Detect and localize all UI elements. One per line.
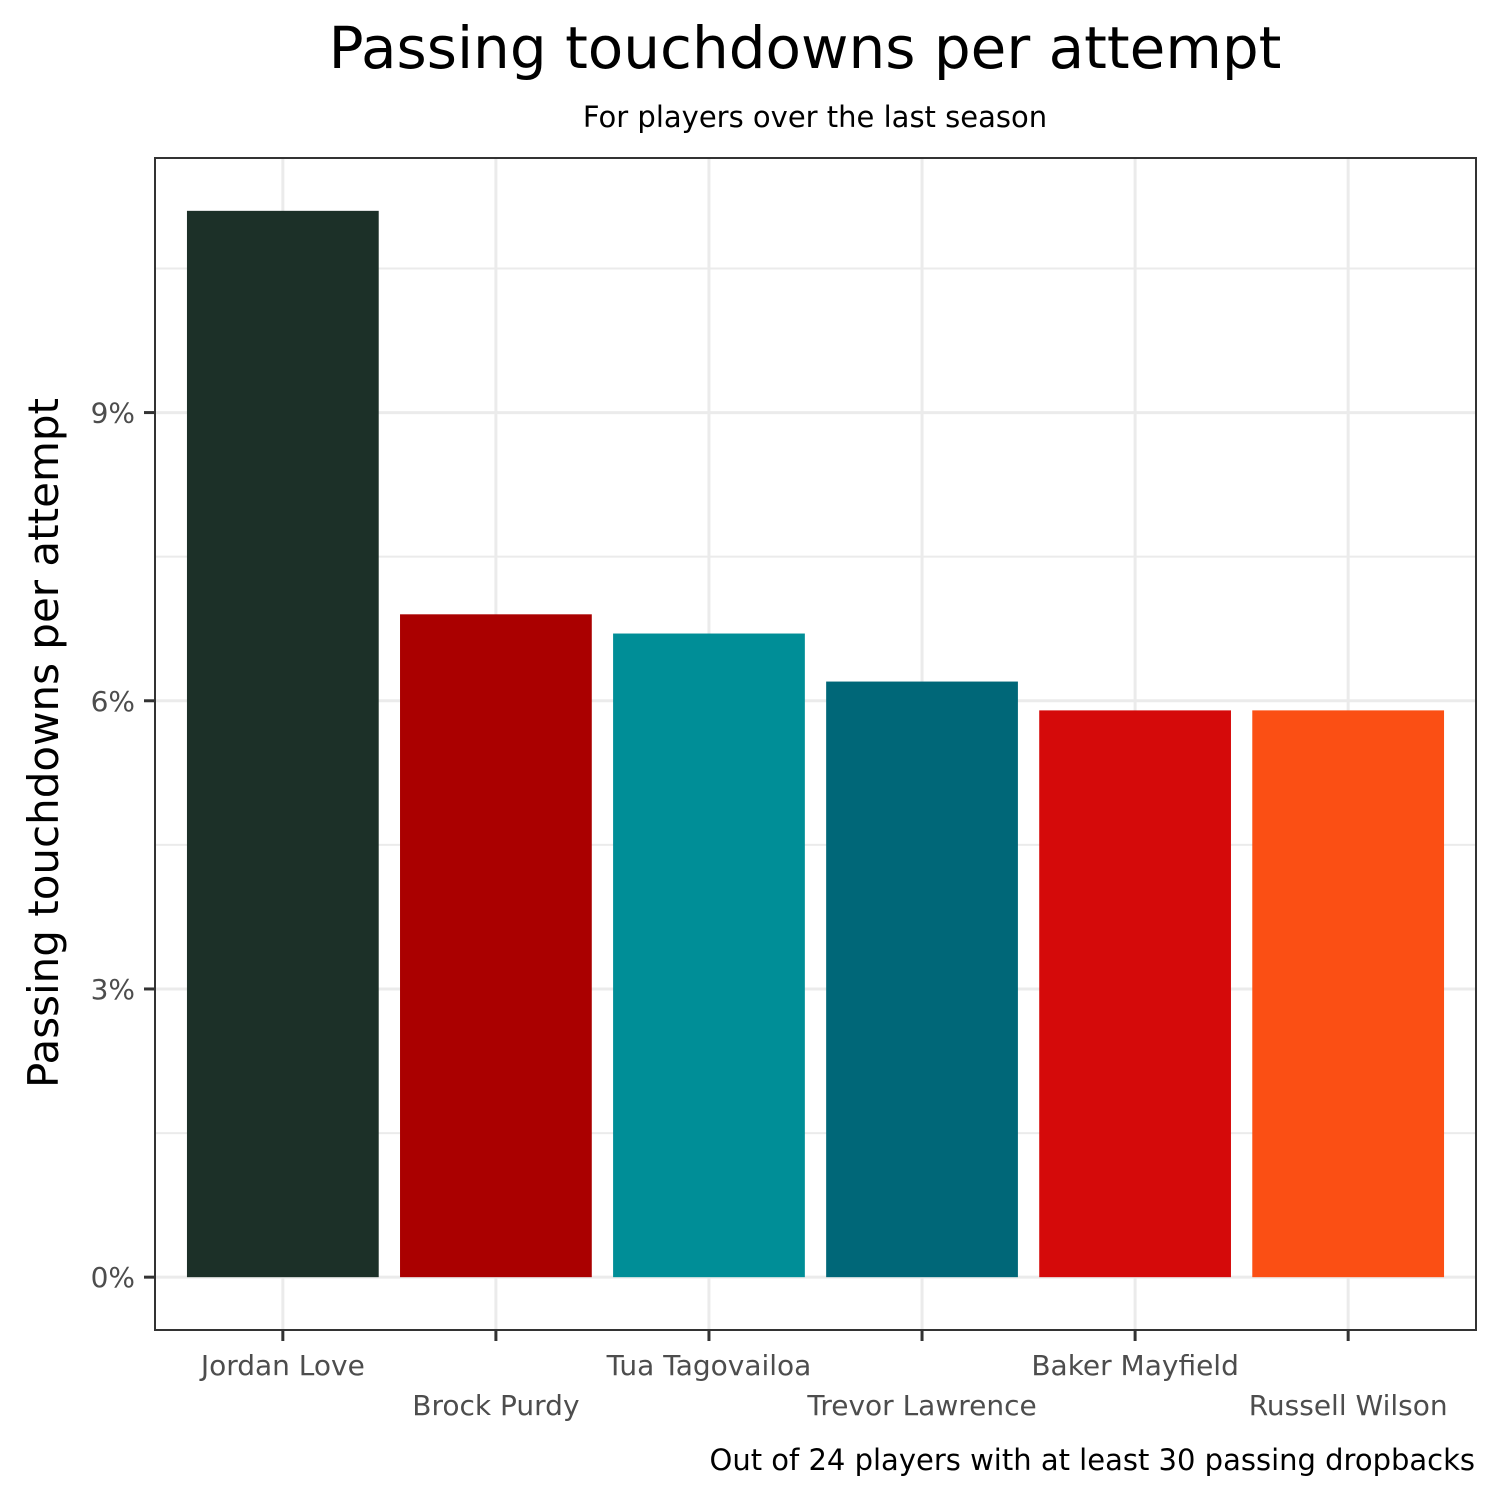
bar-jordan-love	[186, 210, 379, 1278]
plot-panel-border	[154, 157, 1477, 1331]
y-tick-label: 9%	[91, 397, 135, 430]
y-tick-label: 6%	[91, 685, 135, 718]
y-tick-label: 0%	[91, 1261, 135, 1294]
x-tick-label: Baker Mayfield	[1031, 1349, 1239, 1382]
axes: 0% 3% 6% 9% Jordan Love Brock Purdy Tua Tagova…	[91, 397, 1448, 1422]
x-tick-label: Jordan Love	[199, 1349, 365, 1382]
chart-title: Passing touchdowns per attempt	[329, 14, 1282, 82]
bars	[186, 210, 1445, 1278]
bar-brock-purdy	[400, 614, 592, 1278]
x-tick-label: Tua Tagovailoa	[606, 1349, 812, 1382]
x-tick-label: Trevor Lawrence	[806, 1389, 1036, 1422]
y-tick-label: 3%	[91, 973, 135, 1006]
bar-trevor-lawrence	[826, 681, 1018, 1278]
bar-tua-tagovailoa	[613, 633, 805, 1278]
x-tick-label: Russell Wilson	[1249, 1389, 1448, 1422]
chart-caption: Out of 24 players with at least 30 passi…	[710, 1443, 1476, 1477]
y-axis-title: Passing touchdowns per attempt	[19, 398, 68, 1088]
bar-russell-wilson	[1252, 710, 1445, 1278]
chart-subtitle: For players over the last season	[583, 100, 1047, 134]
x-tick-label: Brock Purdy	[412, 1389, 579, 1422]
bar-baker-mayfield	[1039, 710, 1231, 1278]
